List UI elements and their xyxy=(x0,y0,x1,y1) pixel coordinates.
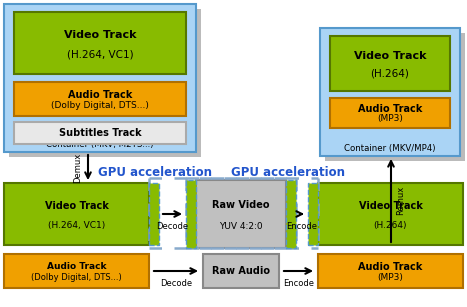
Text: (H.264, VC1): (H.264, VC1) xyxy=(67,49,133,59)
Bar xyxy=(196,180,286,248)
Text: Raw Audio: Raw Audio xyxy=(212,266,270,276)
Text: Encode: Encode xyxy=(283,279,314,288)
Text: Audio Track: Audio Track xyxy=(68,90,132,99)
Text: Subtitles Track: Subtitles Track xyxy=(59,128,142,138)
Text: Container (MKV/MP4): Container (MKV/MP4) xyxy=(344,143,436,153)
Text: Demux: Demux xyxy=(73,152,83,183)
Bar xyxy=(318,183,463,245)
Text: Container (MKV, M2TS...): Container (MKV, M2TS...) xyxy=(46,139,154,149)
Bar xyxy=(4,4,196,152)
Text: GPU acceleration: GPU acceleration xyxy=(98,165,212,178)
Text: Video Track: Video Track xyxy=(64,30,136,40)
Bar xyxy=(325,33,465,161)
Bar xyxy=(308,183,318,245)
Text: Raw Video: Raw Video xyxy=(212,200,270,210)
Bar xyxy=(4,183,149,245)
Bar xyxy=(318,254,463,288)
Text: YUV 4:2:0: YUV 4:2:0 xyxy=(219,222,263,231)
Text: Decode: Decode xyxy=(160,279,192,288)
Bar xyxy=(320,28,460,156)
Text: Remux: Remux xyxy=(396,186,405,215)
Text: (H.264): (H.264) xyxy=(370,68,410,78)
Bar xyxy=(14,122,186,144)
Bar xyxy=(203,254,279,288)
Text: (Dolby Digital, DTS...): (Dolby Digital, DTS...) xyxy=(31,273,122,282)
Bar xyxy=(14,82,186,116)
Text: Video Track: Video Track xyxy=(44,201,108,211)
Bar xyxy=(14,12,186,74)
Text: Encode: Encode xyxy=(286,222,318,231)
Text: Video Track: Video Track xyxy=(354,51,426,61)
Bar xyxy=(149,183,159,245)
Text: Video Track: Video Track xyxy=(359,201,423,211)
Text: (MP3): (MP3) xyxy=(377,273,403,282)
Bar xyxy=(4,254,149,288)
Text: (H.264, VC1): (H.264, VC1) xyxy=(48,221,105,230)
Text: Audio Track: Audio Track xyxy=(358,262,423,272)
Text: (MP3): (MP3) xyxy=(377,114,403,123)
Bar xyxy=(186,180,196,248)
Text: (Dolby Digital, DTS...): (Dolby Digital, DTS...) xyxy=(51,101,149,110)
Text: Audio Track: Audio Track xyxy=(358,104,422,114)
Bar xyxy=(286,180,296,248)
Text: Decode: Decode xyxy=(156,222,189,231)
Text: (H.264): (H.264) xyxy=(374,221,407,230)
Text: Audio Track: Audio Track xyxy=(47,262,106,271)
Text: GPU acceleration: GPU acceleration xyxy=(231,165,345,178)
Bar xyxy=(330,36,450,91)
Bar xyxy=(9,9,201,157)
Bar xyxy=(330,98,450,128)
